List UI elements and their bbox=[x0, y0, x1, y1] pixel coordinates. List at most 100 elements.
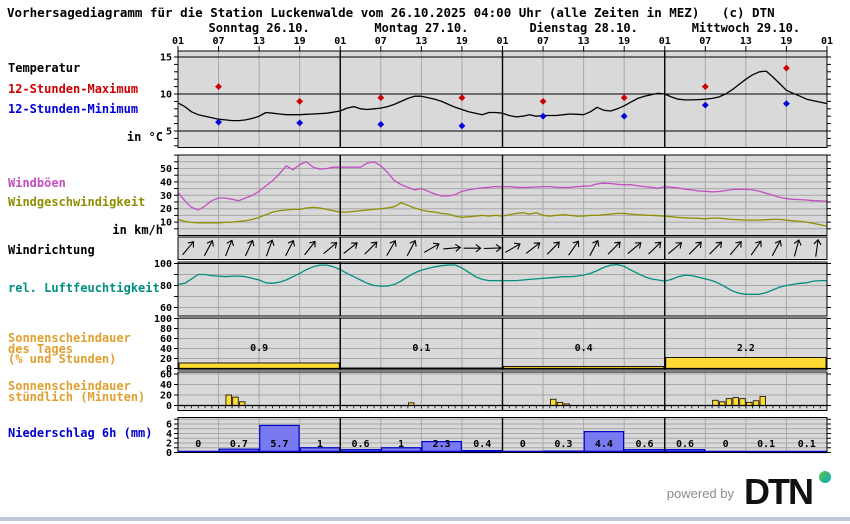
svg-text:100: 100 bbox=[154, 314, 172, 325]
svg-text:6: 6 bbox=[166, 420, 172, 431]
svg-text:01: 01 bbox=[334, 36, 346, 47]
dtn-logo-dot bbox=[819, 471, 831, 483]
wind-direction-arrow bbox=[406, 239, 417, 256]
svg-text:0: 0 bbox=[195, 439, 201, 450]
wind-direction-arrow bbox=[589, 239, 600, 256]
svg-text:0: 0 bbox=[723, 439, 729, 450]
svg-text:2: 2 bbox=[166, 439, 172, 450]
svg-text:13: 13 bbox=[253, 36, 265, 47]
panel-wind_direction bbox=[177, 236, 828, 260]
svg-text:0.4: 0.4 bbox=[575, 343, 593, 354]
label-sunshine-day-1: Sonnenscheindauer bbox=[8, 331, 131, 345]
wind-direction-arrow bbox=[265, 239, 275, 257]
label-humidity: rel. Luftfeuchtigkeit bbox=[8, 281, 160, 295]
svg-text:07: 07 bbox=[213, 36, 225, 47]
dtn-logo-text: DTN bbox=[744, 471, 812, 510]
svg-text:0.6: 0.6 bbox=[635, 439, 653, 450]
svg-text:07: 07 bbox=[375, 36, 387, 47]
panel-temperature: 15 10 5 bbox=[160, 50, 831, 148]
svg-text:07: 07 bbox=[699, 36, 711, 47]
wind-direction-arrow bbox=[729, 240, 742, 256]
wind-direction-arrow bbox=[546, 241, 560, 255]
svg-text:0.4: 0.4 bbox=[473, 439, 491, 450]
svg-text:Mittwoch 29.10.: Mittwoch 29.10. bbox=[692, 21, 800, 35]
svg-text:Dienstag 28.10.: Dienstag 28.10. bbox=[529, 21, 637, 35]
svg-text:40: 40 bbox=[160, 177, 172, 188]
svg-text:4: 4 bbox=[166, 429, 172, 440]
svg-text:2.2: 2.2 bbox=[737, 343, 755, 354]
svg-text:20: 20 bbox=[160, 204, 172, 215]
label-precipitation: Niederschlag 6h (mm) bbox=[8, 426, 153, 440]
label-temperature: Temperatur bbox=[8, 61, 81, 75]
label-12h-maximum: 12-Stunden-Maximum bbox=[8, 82, 139, 96]
page-title: Vorhersagediagramm für die Station Lucke… bbox=[7, 5, 775, 20]
svg-text:13: 13 bbox=[740, 36, 752, 47]
svg-text:0.1: 0.1 bbox=[412, 343, 430, 354]
label-sunshine-hourly-1: Sonnenscheindauer bbox=[8, 379, 131, 393]
wind-direction-arrow bbox=[463, 244, 482, 253]
svg-text:60: 60 bbox=[160, 303, 172, 314]
wind-direction-arrow bbox=[443, 243, 462, 252]
wind-direction-arrow bbox=[483, 244, 502, 253]
svg-text:20: 20 bbox=[160, 391, 172, 402]
svg-text:0.9: 0.9 bbox=[250, 343, 268, 354]
svg-text:1: 1 bbox=[398, 439, 404, 450]
wind-direction-arrow bbox=[323, 242, 338, 255]
wind-direction-arrow bbox=[203, 239, 214, 256]
svg-text:5: 5 bbox=[166, 127, 172, 138]
wind-direction-arrow bbox=[750, 240, 762, 256]
svg-text:10: 10 bbox=[160, 90, 172, 101]
label-wind-unit: in km/h bbox=[112, 223, 163, 237]
wind-direction-arrow bbox=[244, 239, 255, 257]
svg-text:40: 40 bbox=[160, 344, 172, 355]
dtn-logo: DTN bbox=[744, 471, 831, 510]
svg-text:50: 50 bbox=[160, 164, 172, 175]
wind-direction-arrow bbox=[225, 239, 234, 257]
wind-direction-arrow bbox=[688, 241, 702, 255]
svg-text:4.4: 4.4 bbox=[595, 439, 613, 450]
svg-text:01: 01 bbox=[659, 36, 671, 47]
wind-direction-arrow bbox=[364, 241, 378, 255]
wind-direction-arrow bbox=[607, 241, 621, 255]
svg-text:13: 13 bbox=[578, 36, 590, 47]
panel-humidity: 100 80 60 bbox=[154, 259, 831, 317]
svg-text:19: 19 bbox=[294, 36, 306, 47]
label-wind-speed: Windgeschwindigkeit bbox=[8, 195, 146, 209]
wind-direction-arrow bbox=[568, 240, 580, 256]
label-sunshine-day-3: (% und Stunden) bbox=[8, 351, 117, 366]
svg-text:2.3: 2.3 bbox=[433, 439, 451, 450]
svg-text:10: 10 bbox=[160, 218, 172, 229]
wind-direction-arrow bbox=[648, 241, 662, 255]
svg-text:0: 0 bbox=[166, 401, 172, 412]
wind-direction-arrow bbox=[771, 239, 782, 256]
svg-text:0.3: 0.3 bbox=[554, 439, 572, 450]
wind-direction-arrow bbox=[793, 239, 802, 257]
svg-text:01: 01 bbox=[821, 36, 833, 47]
wind-direction-arrow bbox=[525, 242, 541, 254]
label-12h-minimum: 12-Stunden-Minimum bbox=[8, 102, 139, 116]
svg-text:80: 80 bbox=[160, 324, 172, 335]
svg-text:0.6: 0.6 bbox=[352, 439, 370, 450]
panel-wind: 50 40 30 20 10 bbox=[160, 154, 831, 236]
wind-direction-arrow bbox=[504, 242, 521, 253]
chart-time-axis: Sonntag 26.10. Montag 27.10. Dienstag 28.1… bbox=[172, 21, 833, 51]
svg-text:13: 13 bbox=[415, 36, 427, 47]
wind-direction-arrow bbox=[343, 242, 358, 254]
svg-text:80: 80 bbox=[160, 281, 172, 292]
wind-direction-arrow bbox=[423, 242, 440, 253]
svg-text:19: 19 bbox=[618, 36, 630, 47]
svg-text:20: 20 bbox=[160, 354, 172, 365]
wind-direction-arrow bbox=[386, 240, 397, 256]
powered-by-text: powered by bbox=[666, 486, 734, 501]
footer-divider bbox=[0, 517, 850, 521]
svg-text:0: 0 bbox=[166, 448, 172, 459]
svg-text:0.7: 0.7 bbox=[230, 439, 248, 450]
wind-direction-arrow bbox=[668, 242, 683, 255]
svg-text:15: 15 bbox=[160, 53, 172, 64]
svg-text:07: 07 bbox=[537, 36, 549, 47]
svg-text:0.1: 0.1 bbox=[798, 439, 816, 450]
svg-text:60: 60 bbox=[160, 370, 172, 381]
svg-text:01: 01 bbox=[172, 36, 184, 47]
